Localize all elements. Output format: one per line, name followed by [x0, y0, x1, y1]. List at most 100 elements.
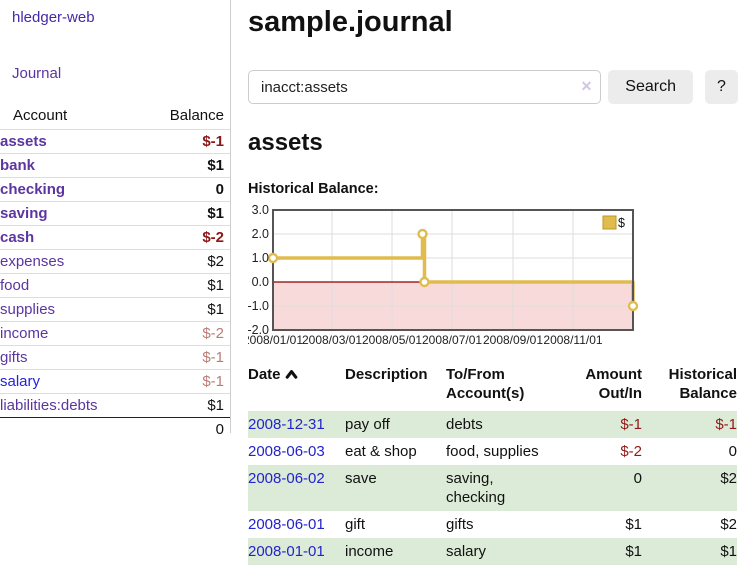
accounts-total-row: 0	[0, 418, 230, 442]
account-balance: $1	[142, 394, 230, 418]
account-row: salary $-1	[0, 370, 230, 394]
legend-label: $	[618, 216, 625, 230]
accounts-column-header: To/From Account(s)	[446, 363, 573, 411]
transaction-historical-balance: 0	[642, 438, 737, 465]
transaction-date-link[interactable]: 2008-06-02	[248, 470, 325, 487]
date-column-header[interactable]: Date	[248, 363, 345, 411]
transaction-row: 2008-01-01incomesalary$1$1	[248, 538, 737, 565]
account-link[interactable]: saving	[0, 205, 48, 222]
account-link[interactable]: bank	[0, 157, 35, 174]
account-balance: $-2	[142, 226, 230, 250]
transaction-historical-balance: $2	[642, 465, 737, 511]
account-link[interactable]: supplies	[0, 301, 55, 318]
description-column-header: Description	[345, 363, 446, 411]
register-table-body: 2008-12-31pay offdebts$-1$-12008-06-03ea…	[248, 411, 737, 565]
transaction-historical-balance: $2	[642, 511, 737, 538]
date-cell: 2008-12-31	[248, 411, 345, 438]
data-point-marker	[629, 302, 637, 310]
amount-column-header: Amount Out/In	[573, 363, 642, 411]
account-row: cash $-2	[0, 226, 230, 250]
account-row: assets$-1	[0, 130, 230, 154]
account-link[interactable]: food	[0, 277, 29, 294]
account-link[interactable]: expenses	[0, 253, 64, 270]
transaction-date-link[interactable]: 2008-06-01	[248, 516, 325, 533]
account-row: liabilities:debts $1	[0, 394, 230, 418]
accounts-total-balance: 0	[142, 418, 230, 442]
account-balance: $1	[142, 202, 230, 226]
search-form: ✕ Search ?	[248, 70, 738, 104]
balance-column-header: Balance	[142, 104, 230, 130]
transaction-description: eat & shop	[345, 438, 446, 465]
account-row: income$-2	[0, 322, 230, 346]
search-input-wrapper: ✕	[248, 70, 601, 104]
y-axis-tick-label: 1.0	[252, 251, 269, 265]
date-cell: 2008-06-01	[248, 511, 345, 538]
account-balance: 0	[142, 178, 230, 202]
clear-search-icon[interactable]: ✕	[581, 78, 593, 95]
x-axis-tick-label: 2008/05/01	[362, 333, 422, 347]
transaction-description: save	[345, 465, 446, 511]
data-point-marker	[419, 230, 427, 238]
accounts-table-header: Account Balance	[0, 104, 230, 130]
account-link[interactable]: salary	[0, 373, 40, 390]
transaction-historical-balance: $-1	[642, 411, 737, 438]
x-axis-tick-label: 2008/11/01	[543, 333, 602, 347]
account-row: expenses $2	[0, 250, 230, 274]
account-link[interactable]: liabilities:debts	[0, 397, 98, 414]
transaction-description: pay off	[345, 411, 446, 438]
transaction-amount: $-1	[573, 411, 642, 438]
date-cell: 2008-06-02	[248, 465, 345, 511]
account-link[interactable]: checking	[0, 181, 65, 198]
account-row: saving $1	[0, 202, 230, 226]
account-balance: $-1	[142, 370, 230, 394]
data-point-marker	[420, 278, 428, 286]
register-header-row: Date Description To/From Account(s) Amou…	[248, 363, 737, 411]
transaction-row: 2008-06-01 giftgifts$1$2	[248, 511, 737, 538]
help-button[interactable]: ?	[705, 70, 738, 104]
app-brand-link[interactable]: hledger-web	[12, 9, 95, 26]
transaction-accounts: food, supplies	[446, 438, 573, 465]
search-button[interactable]: Search	[608, 70, 693, 104]
account-link[interactable]: assets	[0, 133, 47, 150]
transaction-accounts: salary	[446, 538, 573, 565]
accounts-table-body: assets$-1bank$1checking0saving$1cash$-2e…	[0, 130, 230, 442]
data-point-marker	[269, 254, 277, 262]
y-axis-tick-label: 2.0	[252, 227, 269, 241]
transaction-description: income	[345, 538, 446, 565]
account-row: gifts $-1	[0, 346, 230, 370]
account-balance: $2	[142, 250, 230, 274]
transaction-row: 2008-12-31pay offdebts$-1$-1	[248, 411, 737, 438]
account-balance: $1	[142, 274, 230, 298]
transaction-historical-balance: $1	[642, 538, 737, 565]
legend-swatch	[603, 216, 616, 229]
register-table: Date Description To/From Account(s) Amou…	[248, 363, 737, 565]
account-link[interactable]: gifts	[0, 349, 28, 366]
transaction-accounts: debts	[446, 411, 573, 438]
x-axis-tick-label: 2008/07/01	[422, 333, 482, 347]
transaction-description: gift	[345, 511, 446, 538]
transaction-accounts: gifts	[446, 511, 573, 538]
page-title: sample.journal	[248, 6, 738, 39]
transaction-amount: $1	[573, 511, 642, 538]
transaction-amount: $1	[573, 538, 642, 565]
date-cell: 2008-06-03	[248, 438, 345, 465]
account-balance: $-1	[142, 346, 230, 370]
transaction-amount: $-2	[573, 438, 642, 465]
x-axis-tick-label: 2008/01/01	[248, 333, 303, 347]
accounts-table: Account Balance assets$-1bank$1checking0…	[0, 104, 230, 441]
account-link[interactable]: cash	[0, 229, 34, 246]
transaction-date-link[interactable]: 2008-12-31	[248, 416, 325, 433]
account-link[interactable]: income	[0, 325, 48, 342]
sidebar-item-journal[interactable]: Journal	[12, 65, 61, 82]
x-axis-tick-label: 2008/09/01	[483, 333, 543, 347]
search-input[interactable]	[248, 70, 601, 104]
historical-balance-chart: $3.02.01.00.0-1.0-2.02008/01/012008/03/0…	[248, 205, 742, 350]
account-row: food $1	[0, 274, 230, 298]
transaction-amount: 0	[573, 465, 642, 511]
date-cell: 2008-01-01	[248, 538, 345, 565]
account-row: checking 0	[0, 178, 230, 202]
sidebar: hledger-web Journal Account Balance asse…	[0, 0, 231, 433]
y-axis-tick-label: 3.0	[252, 205, 269, 217]
transaction-date-link[interactable]: 2008-01-01	[248, 543, 325, 560]
transaction-date-link[interactable]: 2008-06-03	[248, 443, 325, 460]
